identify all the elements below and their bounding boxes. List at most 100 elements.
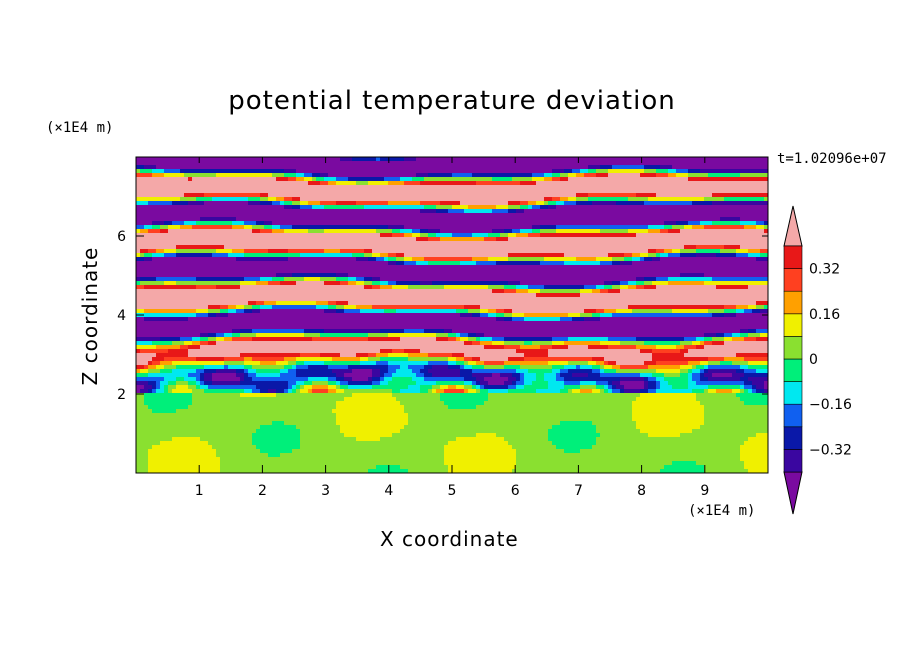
contour-cell bbox=[296, 177, 301, 182]
contour-cell bbox=[196, 249, 201, 254]
contour-cell bbox=[136, 189, 141, 194]
contour-cell bbox=[528, 261, 533, 266]
contour-cell bbox=[508, 169, 513, 174]
contour-cell bbox=[572, 165, 577, 170]
contour-cell bbox=[348, 245, 353, 250]
contour-cell bbox=[736, 253, 741, 258]
contour-cell bbox=[188, 173, 193, 178]
contour-cell bbox=[488, 269, 493, 274]
contour-cell bbox=[280, 205, 285, 210]
contour-cell bbox=[484, 181, 489, 186]
contour-cell bbox=[556, 217, 561, 222]
contour-cell bbox=[664, 173, 669, 178]
contour-cell bbox=[440, 253, 445, 258]
contour-cell bbox=[188, 253, 193, 258]
contour-cell bbox=[584, 205, 589, 210]
contour-cell bbox=[556, 225, 561, 230]
contour-cell bbox=[216, 241, 221, 246]
contour-cell bbox=[452, 225, 457, 230]
contour-cell bbox=[692, 181, 697, 186]
contour-cell bbox=[188, 157, 193, 162]
contour-cell bbox=[736, 257, 741, 262]
contour-cell bbox=[256, 161, 261, 166]
contour-cell bbox=[460, 281, 465, 286]
contour-cell bbox=[396, 273, 401, 278]
contour-cell bbox=[448, 205, 453, 210]
contour-cell bbox=[664, 237, 669, 242]
contour-cell bbox=[204, 253, 209, 258]
contour-cell bbox=[140, 165, 145, 170]
contour-cell bbox=[760, 245, 765, 250]
contour-cell bbox=[360, 245, 365, 250]
contour-cell bbox=[468, 181, 473, 186]
contour-cell bbox=[244, 269, 249, 274]
contour-cell bbox=[236, 213, 241, 218]
contour-cell bbox=[732, 213, 737, 218]
contour-cell bbox=[316, 265, 321, 270]
contour-cell bbox=[692, 161, 697, 166]
contour-cell bbox=[316, 181, 321, 186]
contour-cell bbox=[344, 169, 349, 174]
contour-cell bbox=[484, 205, 489, 210]
contour-cell bbox=[236, 245, 241, 250]
contour-cell bbox=[240, 209, 245, 214]
contour-cell bbox=[664, 233, 669, 238]
contour-cell bbox=[752, 273, 757, 278]
contour-cell bbox=[308, 197, 313, 202]
contour-cell bbox=[352, 225, 357, 230]
contour-cell bbox=[584, 253, 589, 258]
contour-cell bbox=[276, 181, 281, 186]
contour-cell bbox=[340, 269, 345, 274]
contour-cell bbox=[604, 201, 609, 206]
contour-cell bbox=[600, 173, 605, 178]
contour-cell bbox=[640, 265, 645, 270]
contour-cell bbox=[136, 205, 141, 210]
contour-cell bbox=[728, 225, 733, 230]
contour-cell bbox=[168, 245, 173, 250]
contour-cell bbox=[700, 257, 705, 262]
contour-cell bbox=[612, 277, 617, 282]
contour-cell bbox=[444, 237, 449, 242]
contour-cell bbox=[348, 225, 353, 230]
contour-cell bbox=[480, 273, 485, 278]
contour-cell bbox=[244, 229, 249, 234]
contour-cell bbox=[140, 229, 145, 234]
contour-cell bbox=[756, 205, 761, 210]
contour-cell bbox=[728, 237, 733, 242]
contour-cell bbox=[464, 253, 469, 258]
contour-cell bbox=[284, 209, 289, 214]
contour-cell bbox=[336, 233, 341, 238]
contour-cell bbox=[224, 233, 229, 238]
contour-cell bbox=[572, 273, 577, 278]
contour-cell bbox=[664, 217, 669, 222]
contour-cell bbox=[608, 253, 613, 258]
contour-cell bbox=[340, 245, 345, 250]
contour-cell bbox=[296, 281, 301, 286]
contour-cell bbox=[500, 193, 505, 198]
contour-cell bbox=[712, 225, 717, 230]
contour-cell bbox=[304, 221, 309, 226]
contour-cell bbox=[216, 265, 221, 270]
contour-cell bbox=[556, 229, 561, 234]
contour-cell bbox=[408, 197, 413, 202]
contour-cell bbox=[576, 233, 581, 238]
contour-cell bbox=[576, 201, 581, 206]
contour-cell bbox=[624, 277, 629, 282]
contour-cell bbox=[352, 253, 357, 258]
contour-cell bbox=[252, 173, 257, 178]
contour-cell bbox=[720, 217, 725, 222]
contour-cell bbox=[456, 181, 461, 186]
contour-cell bbox=[436, 181, 441, 186]
contour-cell bbox=[740, 157, 745, 162]
contour-cell bbox=[240, 165, 245, 170]
contour-cell bbox=[468, 197, 473, 202]
contour-cell bbox=[172, 261, 177, 266]
contour-cell bbox=[220, 241, 225, 246]
contour-cell bbox=[316, 209, 321, 214]
contour-cell bbox=[520, 189, 525, 194]
contour-cell bbox=[300, 249, 305, 254]
contour-cell bbox=[180, 193, 185, 198]
contour-cell bbox=[180, 189, 185, 194]
contour-cell bbox=[536, 177, 541, 182]
contour-cell bbox=[264, 241, 269, 246]
